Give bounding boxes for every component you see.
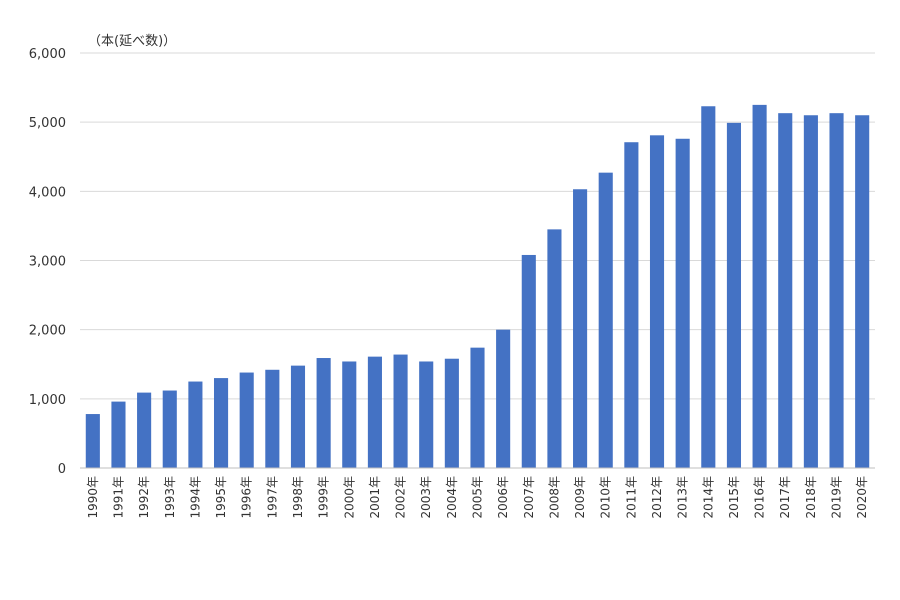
bar <box>316 358 331 468</box>
bar <box>162 390 177 468</box>
bar <box>213 378 229 468</box>
y-tick-label: 4,000 <box>29 185 66 200</box>
bar <box>496 329 511 468</box>
x-tick-label: 2005年 <box>471 476 485 519</box>
bar <box>111 401 126 468</box>
y-tick-label: 3,000 <box>29 255 66 270</box>
x-tick-label: 1999年 <box>317 476 331 519</box>
x-tick-label: 1993年 <box>163 476 177 519</box>
bar <box>675 138 690 468</box>
bar <box>137 392 152 468</box>
bar <box>829 113 844 469</box>
y-tick-label: 0 <box>58 462 66 477</box>
x-tick-label: 2011年 <box>624 476 638 519</box>
y-tick-label: 6,000 <box>29 47 66 62</box>
x-tick-label: 2008年 <box>547 476 561 519</box>
bar <box>778 113 793 469</box>
x-tick-label: 2020年 <box>855 476 869 519</box>
bar <box>188 381 203 468</box>
x-tick-label: 2013年 <box>676 476 690 519</box>
bar <box>521 254 536 468</box>
x-tick-label: 1990年 <box>86 476 100 519</box>
bar <box>547 229 562 468</box>
x-tick-label: 2010年 <box>599 476 613 519</box>
gridlines <box>80 52 875 400</box>
bar <box>444 358 459 468</box>
bar <box>752 104 767 468</box>
y-tick-label: 2,000 <box>29 324 66 339</box>
axes: 0 1,000 2,000 3,000 4,000 5,000 6,000 1990年 1991… <box>29 47 875 519</box>
unit-label: （本(延べ数)） <box>88 34 176 49</box>
x-tick-label: 2014年 <box>701 476 715 519</box>
bar <box>624 142 639 468</box>
x-tick-label: 2012年 <box>650 476 664 519</box>
x-tick-label: 2007年 <box>522 476 536 519</box>
x-tick-label: 2016年 <box>753 476 767 519</box>
x-tick-label: 2017年 <box>778 476 792 519</box>
x-tick-label: 1994年 <box>188 476 202 519</box>
bar <box>598 172 613 469</box>
bar <box>265 369 280 468</box>
x-tick-label: 1995年 <box>214 476 228 519</box>
bar <box>419 361 434 468</box>
x-tick-label: 2003年 <box>419 476 433 519</box>
x-tick-label: 1991年 <box>111 476 125 519</box>
x-tick-label: 2006年 <box>496 476 510 519</box>
y-tick-label: 5,000 <box>29 116 66 131</box>
bar <box>701 106 716 468</box>
x-tick-label: 2004年 <box>445 476 459 519</box>
x-tick-label: 2009年 <box>573 476 587 519</box>
bar <box>290 365 306 468</box>
bar <box>803 115 818 468</box>
bar <box>367 356 382 468</box>
bar <box>239 372 254 468</box>
bar <box>855 115 870 468</box>
x-tick-label: 2002年 <box>394 476 408 519</box>
x-tick-label: 2000年 <box>342 476 356 519</box>
bar <box>342 361 357 468</box>
y-tick-label: 1,000 <box>29 393 66 408</box>
bar <box>573 189 588 468</box>
x-tick-label: 1996年 <box>240 476 254 519</box>
bars <box>85 104 870 469</box>
x-tick-label: 2018年 <box>804 476 818 519</box>
bar <box>85 414 100 468</box>
bar <box>393 354 408 468</box>
x-tick-label: 1998年 <box>291 476 305 519</box>
x-tick-label: 2015年 <box>727 476 741 519</box>
bar <box>470 347 485 468</box>
x-tick-label: 2001年 <box>368 476 382 519</box>
bar <box>649 135 665 468</box>
bar <box>726 122 742 468</box>
x-tick-label: 2019年 <box>830 476 844 519</box>
x-tick-label: 1997年 <box>265 476 279 519</box>
x-tick-label: 1992年 <box>137 476 151 519</box>
